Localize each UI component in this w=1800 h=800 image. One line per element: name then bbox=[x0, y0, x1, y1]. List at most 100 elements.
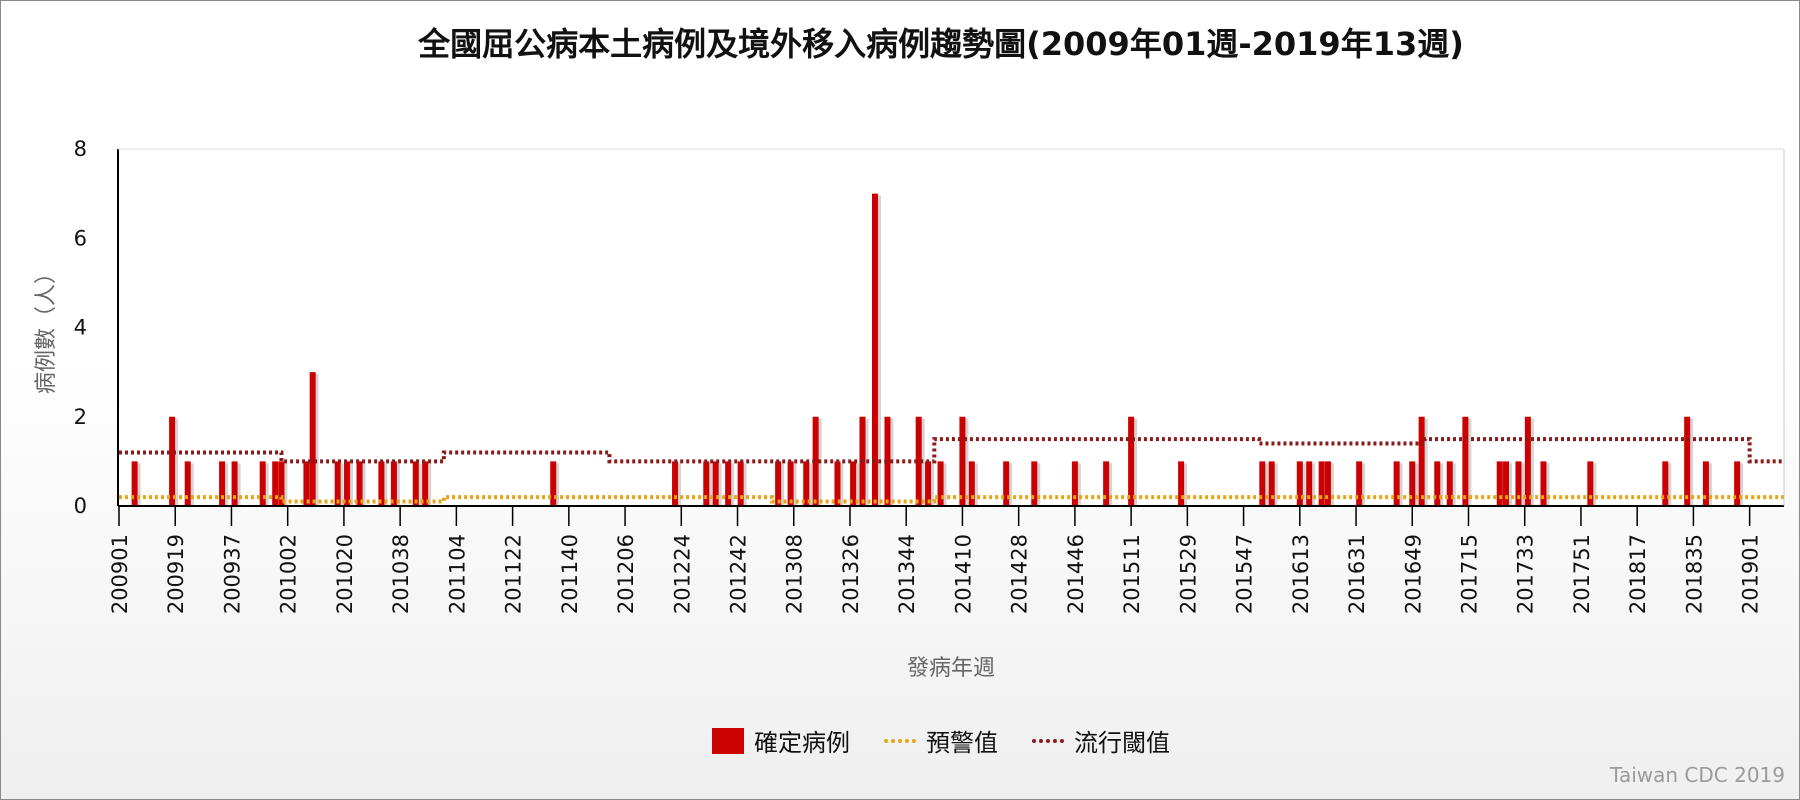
bar-confirmed-case[interactable] bbox=[884, 416, 891, 506]
bar-confirmed-case[interactable] bbox=[915, 416, 922, 506]
bar-confirmed-case[interactable] bbox=[1306, 461, 1313, 506]
bar-confirmed-case[interactable] bbox=[422, 461, 429, 506]
y-tick-label: 8 bbox=[74, 137, 87, 161]
bar-confirmed-case[interactable] bbox=[1734, 461, 1741, 506]
bar-confirmed-case[interactable] bbox=[278, 461, 285, 506]
bar-confirmed-case[interactable] bbox=[344, 461, 351, 506]
bar-confirmed-case[interactable] bbox=[309, 372, 316, 506]
x-tick-label: 201511 bbox=[1120, 534, 1144, 614]
x-tick-label: 201547 bbox=[1233, 534, 1257, 614]
bar-confirmed-case[interactable] bbox=[672, 461, 679, 506]
y-tick-label: 6 bbox=[74, 226, 87, 250]
bar-confirmed-case[interactable] bbox=[131, 461, 138, 506]
legend-item-epidemic-threshold[interactable]: 流行閾值 bbox=[1032, 723, 1170, 758]
bar-confirmed-case[interactable] bbox=[1318, 461, 1325, 506]
line-epidemic-threshold bbox=[119, 437, 1784, 464]
bar-confirmed-case[interactable] bbox=[303, 461, 310, 506]
bar-confirmed-case[interactable] bbox=[1356, 461, 1363, 506]
bar-confirmed-case[interactable] bbox=[959, 416, 966, 506]
bar-confirmed-case[interactable] bbox=[1587, 461, 1594, 506]
bar-confirmed-case[interactable] bbox=[787, 461, 794, 506]
bar-confirmed-case[interactable] bbox=[1296, 461, 1303, 506]
x-tick-label: 201326 bbox=[839, 534, 863, 614]
bar-confirmed-case[interactable] bbox=[1540, 461, 1547, 506]
bar-confirmed-case[interactable] bbox=[737, 461, 744, 506]
bar-confirmed-case[interactable] bbox=[703, 461, 710, 506]
bar-confirmed-case[interactable] bbox=[803, 461, 810, 506]
bar-confirmed-case[interactable] bbox=[1103, 461, 1110, 506]
bar-confirmed-case[interactable] bbox=[925, 461, 932, 506]
bar-confirmed-case[interactable] bbox=[259, 461, 266, 506]
bar-confirmed-case[interactable] bbox=[231, 461, 238, 506]
x-tick-label: 201817 bbox=[1626, 534, 1650, 614]
bar-confirmed-case[interactable] bbox=[1324, 461, 1331, 506]
x-tick-label: 201446 bbox=[1064, 534, 1088, 614]
bar-confirmed-case[interactable] bbox=[1393, 461, 1400, 506]
bar-confirmed-case[interactable] bbox=[850, 461, 857, 506]
threshold-lines bbox=[119, 437, 1784, 504]
bar-confirmed-case[interactable] bbox=[1662, 461, 1669, 506]
bar-confirmed-case[interactable] bbox=[1418, 416, 1425, 506]
bar-confirmed-case[interactable] bbox=[184, 461, 191, 506]
bar-confirmed-case[interactable] bbox=[775, 461, 782, 506]
bar-confirmed-case[interactable] bbox=[1462, 416, 1469, 506]
x-tick-label: 201529 bbox=[1176, 534, 1200, 614]
bar-confirmed-case[interactable] bbox=[378, 461, 385, 506]
legend-swatch-epidemic-threshold bbox=[1032, 738, 1064, 743]
legend-swatch-warning bbox=[884, 738, 916, 743]
bar-confirmed-case[interactable] bbox=[219, 461, 226, 506]
bar-confirmed-case[interactable] bbox=[550, 461, 557, 506]
line-warning-value bbox=[119, 495, 1784, 504]
bar-confirmed-case[interactable] bbox=[169, 416, 176, 506]
x-tick-label: 200901 bbox=[108, 534, 132, 614]
bar-confirmed-case[interactable] bbox=[712, 461, 719, 506]
plot-area bbox=[118, 149, 1784, 506]
x-tick-label: 201901 bbox=[1739, 534, 1763, 614]
x-tick-label: 201733 bbox=[1514, 534, 1538, 614]
legend-item-warning[interactable]: 預警值 bbox=[884, 723, 998, 758]
bar-confirmed-case[interactable] bbox=[1502, 461, 1509, 506]
bar-confirmed-case[interactable] bbox=[412, 461, 419, 506]
x-tick-label: 200937 bbox=[220, 534, 244, 614]
bar-confirmed-case[interactable] bbox=[1524, 416, 1531, 506]
bar-confirmed-case[interactable] bbox=[390, 461, 397, 506]
bar-confirmed-case[interactable] bbox=[871, 193, 878, 506]
x-axis-title: 發病年週 bbox=[907, 656, 995, 681]
bar-confirmed-case[interactable] bbox=[1128, 416, 1135, 506]
x-tick-label: 201242 bbox=[727, 534, 751, 614]
bar-confirmed-case[interactable] bbox=[968, 461, 975, 506]
x-tick-label: 201631 bbox=[1345, 534, 1369, 614]
bar-confirmed-case[interactable] bbox=[1178, 461, 1185, 506]
bar-confirmed-case[interactable] bbox=[725, 461, 732, 506]
bar-confirmed-case[interactable] bbox=[1259, 461, 1266, 506]
bar-confirmed-case[interactable] bbox=[334, 461, 341, 506]
bar-confirmed-case[interactable] bbox=[1409, 461, 1416, 506]
y-tick-label: 0 bbox=[74, 494, 87, 518]
x-tick-label: 201002 bbox=[277, 534, 301, 614]
bar-confirmed-case[interactable] bbox=[356, 461, 363, 506]
bar-confirmed-case[interactable] bbox=[1702, 461, 1709, 506]
bar-confirmed-case[interactable] bbox=[1515, 461, 1522, 506]
bar-confirmed-case[interactable] bbox=[1268, 461, 1275, 506]
x-tick-label: 201649 bbox=[1401, 534, 1425, 614]
bar-confirmed-case[interactable] bbox=[272, 461, 279, 506]
bar-confirmed-case[interactable] bbox=[937, 461, 944, 506]
bar-confirmed-case[interactable] bbox=[1071, 461, 1078, 506]
x-tick-label: 200919 bbox=[164, 534, 188, 614]
bar-confirmed-case[interactable] bbox=[1031, 461, 1038, 506]
bar-confirmed-case[interactable] bbox=[812, 416, 819, 506]
x-tick-label: 201308 bbox=[783, 534, 807, 614]
x-tick-label: 201410 bbox=[951, 534, 975, 614]
bar-confirmed-case[interactable] bbox=[1684, 416, 1691, 506]
bar-confirmed-case[interactable] bbox=[1003, 461, 1010, 506]
x-tick-label: 201344 bbox=[895, 534, 919, 614]
bar-confirmed-case[interactable] bbox=[1434, 461, 1441, 506]
bar-confirmed-case[interactable] bbox=[1496, 461, 1503, 506]
x-tick-label: 201224 bbox=[670, 534, 694, 614]
x-tick-label: 201715 bbox=[1457, 534, 1481, 614]
legend-item-confirmed[interactable]: 確定病例 bbox=[712, 723, 850, 758]
bar-confirmed-case[interactable] bbox=[1446, 461, 1453, 506]
x-tick-label: 201020 bbox=[333, 534, 357, 614]
x-tick-label: 201751 bbox=[1570, 534, 1594, 614]
bar-confirmed-case[interactable] bbox=[834, 461, 841, 506]
